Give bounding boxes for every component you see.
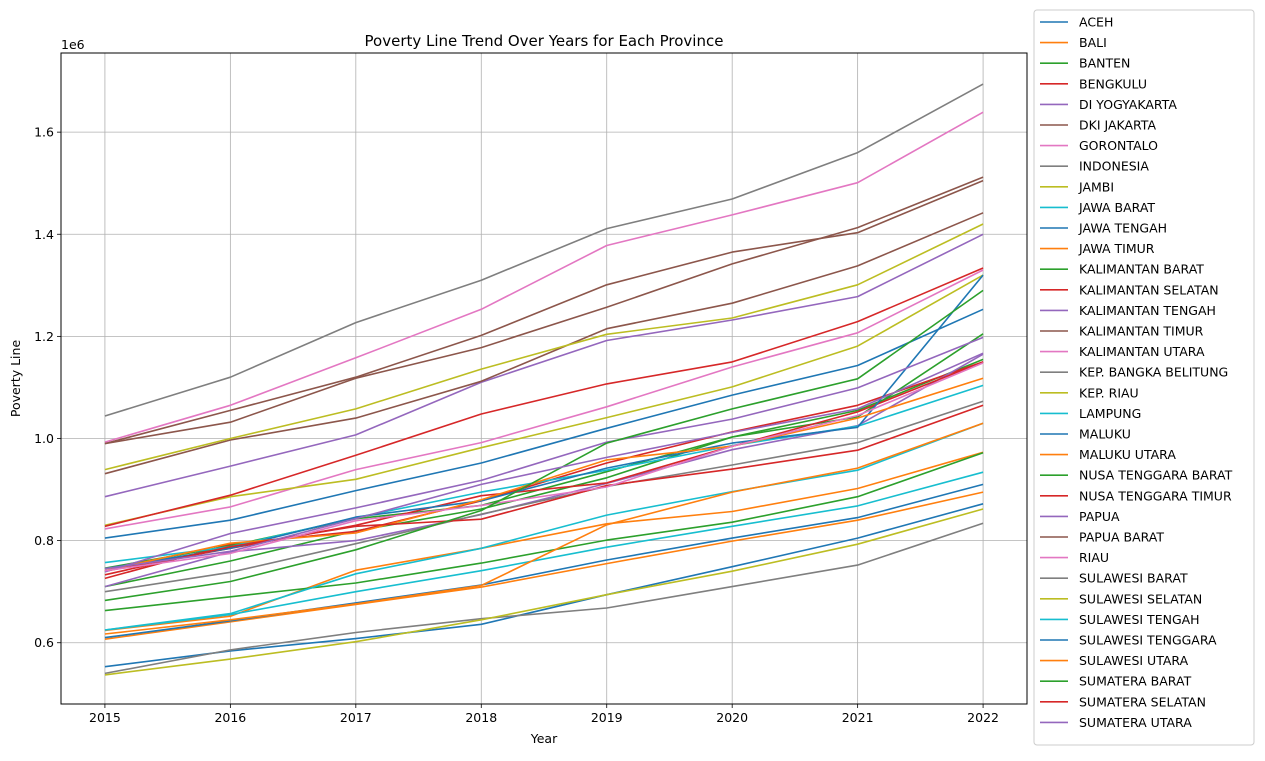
legend-label: DKI JAKARTA bbox=[1079, 118, 1156, 133]
x-tick-label: 2016 bbox=[214, 710, 246, 725]
series-line-dki-jakarta bbox=[104, 179, 984, 445]
y-tick-label: 1.6 bbox=[34, 125, 54, 140]
legend-label: KEP. RIAU bbox=[1079, 385, 1139, 400]
series-line-kalimantan-selatan bbox=[104, 361, 984, 572]
legend-label: JAMBI bbox=[1078, 179, 1114, 194]
legend-label: JAWA TENGAH bbox=[1078, 221, 1167, 236]
legend-label: MALUKU bbox=[1079, 427, 1131, 442]
legend-label: PAPUA BARAT bbox=[1079, 530, 1164, 545]
x-tick-label: 2022 bbox=[967, 710, 999, 725]
legend-label: SUMATERA BARAT bbox=[1079, 674, 1192, 689]
series-line-gorontalo bbox=[104, 269, 984, 530]
legend-label: INDONESIA bbox=[1079, 159, 1149, 174]
series-line-nusa-tenggara-barat bbox=[104, 452, 984, 612]
legend-label: KALIMANTAN SELATAN bbox=[1079, 282, 1219, 297]
y-axis-label: Poverty Line bbox=[8, 340, 23, 418]
x-tick-label: 2017 bbox=[340, 710, 372, 725]
legend-label: SULAWESI TENGAH bbox=[1079, 612, 1200, 627]
chart-title: Poverty Line Trend Over Years for Each P… bbox=[365, 32, 724, 50]
y-axis-offset-label: 1e6 bbox=[61, 37, 85, 52]
legend: ACEH BALI BANTEN BENGKULU DI YOGYAKARTA DKI J… bbox=[1033, 9, 1255, 746]
x-axis-label: Year bbox=[530, 731, 558, 746]
series-line-jawa-barat bbox=[104, 471, 984, 631]
series-line-sulawesi-barat bbox=[104, 522, 984, 675]
legend-label: PAPUA bbox=[1079, 509, 1120, 524]
series-line-kalimantan-tengah bbox=[104, 233, 984, 498]
series-lines bbox=[104, 83, 984, 676]
series-line-sulawesi-selatan bbox=[104, 508, 984, 676]
axes-frame bbox=[60, 52, 1028, 705]
series-line-kep-bangka-belitung bbox=[104, 83, 984, 417]
legend-label: GORONTALO bbox=[1079, 138, 1158, 153]
legend-label: SULAWESI BARAT bbox=[1079, 571, 1188, 586]
legend-label: BENGKULU bbox=[1079, 76, 1147, 91]
legend-label: BALI bbox=[1079, 35, 1107, 50]
legend-label: SULAWESI TENGGARA bbox=[1079, 633, 1217, 648]
series-line-sumatera-utara bbox=[104, 352, 984, 570]
legend-label: RIAU bbox=[1079, 550, 1109, 565]
series-line-sumatera-barat bbox=[104, 289, 984, 602]
legend-label: KALIMANTAN TENGAH bbox=[1079, 303, 1216, 318]
x-tick-label: 2015 bbox=[89, 710, 121, 725]
y-tick-label: 0.8 bbox=[34, 533, 54, 548]
series-line-jambi bbox=[104, 274, 984, 527]
legend-label: SULAWESI UTARA bbox=[1079, 653, 1189, 668]
series-line-sulawesi-tengah bbox=[104, 422, 984, 631]
legend-label: JAWA TIMUR bbox=[1078, 241, 1155, 256]
series-line-kalimantan-timur bbox=[104, 212, 984, 475]
legend-label: SUMATERA SELATAN bbox=[1079, 694, 1206, 709]
series-line-banten bbox=[104, 358, 984, 588]
legend-label: SUMATERA UTARA bbox=[1079, 715, 1192, 730]
legend-label: MALUKU UTARA bbox=[1079, 447, 1176, 462]
legend-label: ACEH bbox=[1079, 15, 1113, 30]
series-line-aceh bbox=[104, 308, 984, 539]
series-line-papua bbox=[104, 336, 984, 573]
series-line-sumatera-selatan bbox=[104, 267, 984, 528]
x-tick-label: 2018 bbox=[465, 710, 497, 725]
x-tick-label: 2019 bbox=[591, 710, 623, 725]
series-line-indonesia bbox=[104, 400, 984, 593]
legend-label: DI YOGYAKARTA bbox=[1079, 97, 1177, 112]
series-line-nusa-tenggara-timur bbox=[104, 404, 984, 576]
series-line-bali bbox=[104, 451, 984, 632]
legend-label: KALIMANTAN UTARA bbox=[1079, 344, 1205, 359]
legend-label: BANTEN bbox=[1079, 56, 1130, 71]
y-tick-label: 0.6 bbox=[34, 635, 54, 650]
series-line-kep-riau bbox=[104, 223, 984, 471]
legend-label: LAMPUNG bbox=[1079, 406, 1141, 421]
legend-box bbox=[1033, 9, 1255, 746]
y-tick-label: 1.2 bbox=[34, 329, 54, 344]
series-line-kalimantan-utara bbox=[104, 111, 984, 443]
series-line-sulawesi-utara bbox=[104, 422, 984, 635]
legend-label: NUSA TENGGARA BARAT bbox=[1079, 468, 1233, 483]
series-line-jawa-tengah bbox=[104, 503, 984, 668]
series-line-maluku-utara bbox=[104, 377, 984, 572]
legend-label: KALIMANTAN BARAT bbox=[1079, 262, 1204, 277]
y-tick-label: 1.4 bbox=[34, 227, 54, 242]
series-line-papua-barat bbox=[104, 176, 984, 445]
legend-label: SULAWESI SELATAN bbox=[1079, 591, 1202, 606]
series-line-riau bbox=[104, 362, 984, 572]
legend-label: NUSA TENGGARA TIMUR bbox=[1079, 488, 1232, 503]
legend-label: KALIMANTAN TIMUR bbox=[1079, 324, 1204, 339]
axis-ticks: 2015 2016 2017 2018 2019 2020 2021 2022 0.6 0.8 1.… bbox=[34, 125, 999, 725]
x-tick-label: 2020 bbox=[716, 710, 748, 725]
legend-label: KEP. BANGKA BELITUNG bbox=[1079, 365, 1228, 380]
y-tick-label: 1.0 bbox=[34, 431, 54, 446]
x-tick-label: 2021 bbox=[842, 710, 874, 725]
legend-label: JAWA BARAT bbox=[1078, 200, 1155, 215]
series-line-jawa-timur bbox=[104, 491, 984, 640]
